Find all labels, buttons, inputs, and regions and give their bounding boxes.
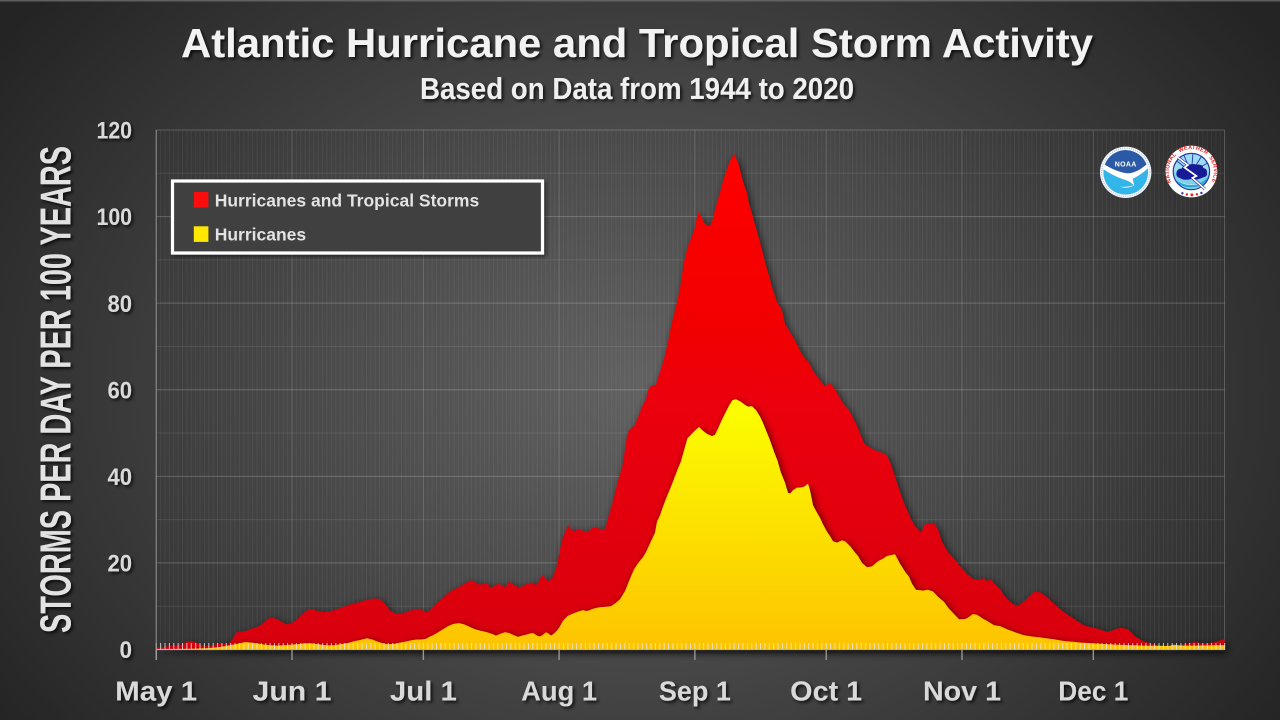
svg-text:Atlantic Hurricane and Tropica: Atlantic Hurricane and Tropical Storm Ac… <box>181 20 1093 66</box>
svg-text:Jul 1: Jul 1 <box>390 676 457 707</box>
svg-text:40: 40 <box>108 464 133 491</box>
svg-text:Oct 1: Oct 1 <box>790 676 862 707</box>
svg-text:0: 0 <box>120 637 133 664</box>
svg-text:Sep 1: Sep 1 <box>659 676 731 707</box>
svg-text:Aug 1: Aug 1 <box>521 676 597 707</box>
svg-text:STORMS PER DAY PER 100 YEARS: STORMS PER DAY PER 100 YEARS <box>32 146 81 633</box>
svg-text:20: 20 <box>108 551 133 578</box>
svg-text:80: 80 <box>108 291 133 318</box>
svg-text:100: 100 <box>97 204 133 231</box>
svg-text:Based on Data from 1944 to 202: Based on Data from 1944 to 2020 <box>420 71 854 106</box>
svg-text:60: 60 <box>108 377 133 404</box>
svg-text:120: 120 <box>97 118 133 145</box>
svg-text:Hurricanes: Hurricanes <box>215 225 307 245</box>
svg-text:Hurricanes and Tropical Storms: Hurricanes and Tropical Storms <box>215 191 480 211</box>
svg-text:May 1: May 1 <box>115 676 197 707</box>
svg-text:NOAA: NOAA <box>1115 161 1137 168</box>
svg-text:Dec 1: Dec 1 <box>1058 676 1128 707</box>
svg-text:Nov 1: Nov 1 <box>923 676 1001 707</box>
svg-text:Jun 1: Jun 1 <box>253 676 332 707</box>
